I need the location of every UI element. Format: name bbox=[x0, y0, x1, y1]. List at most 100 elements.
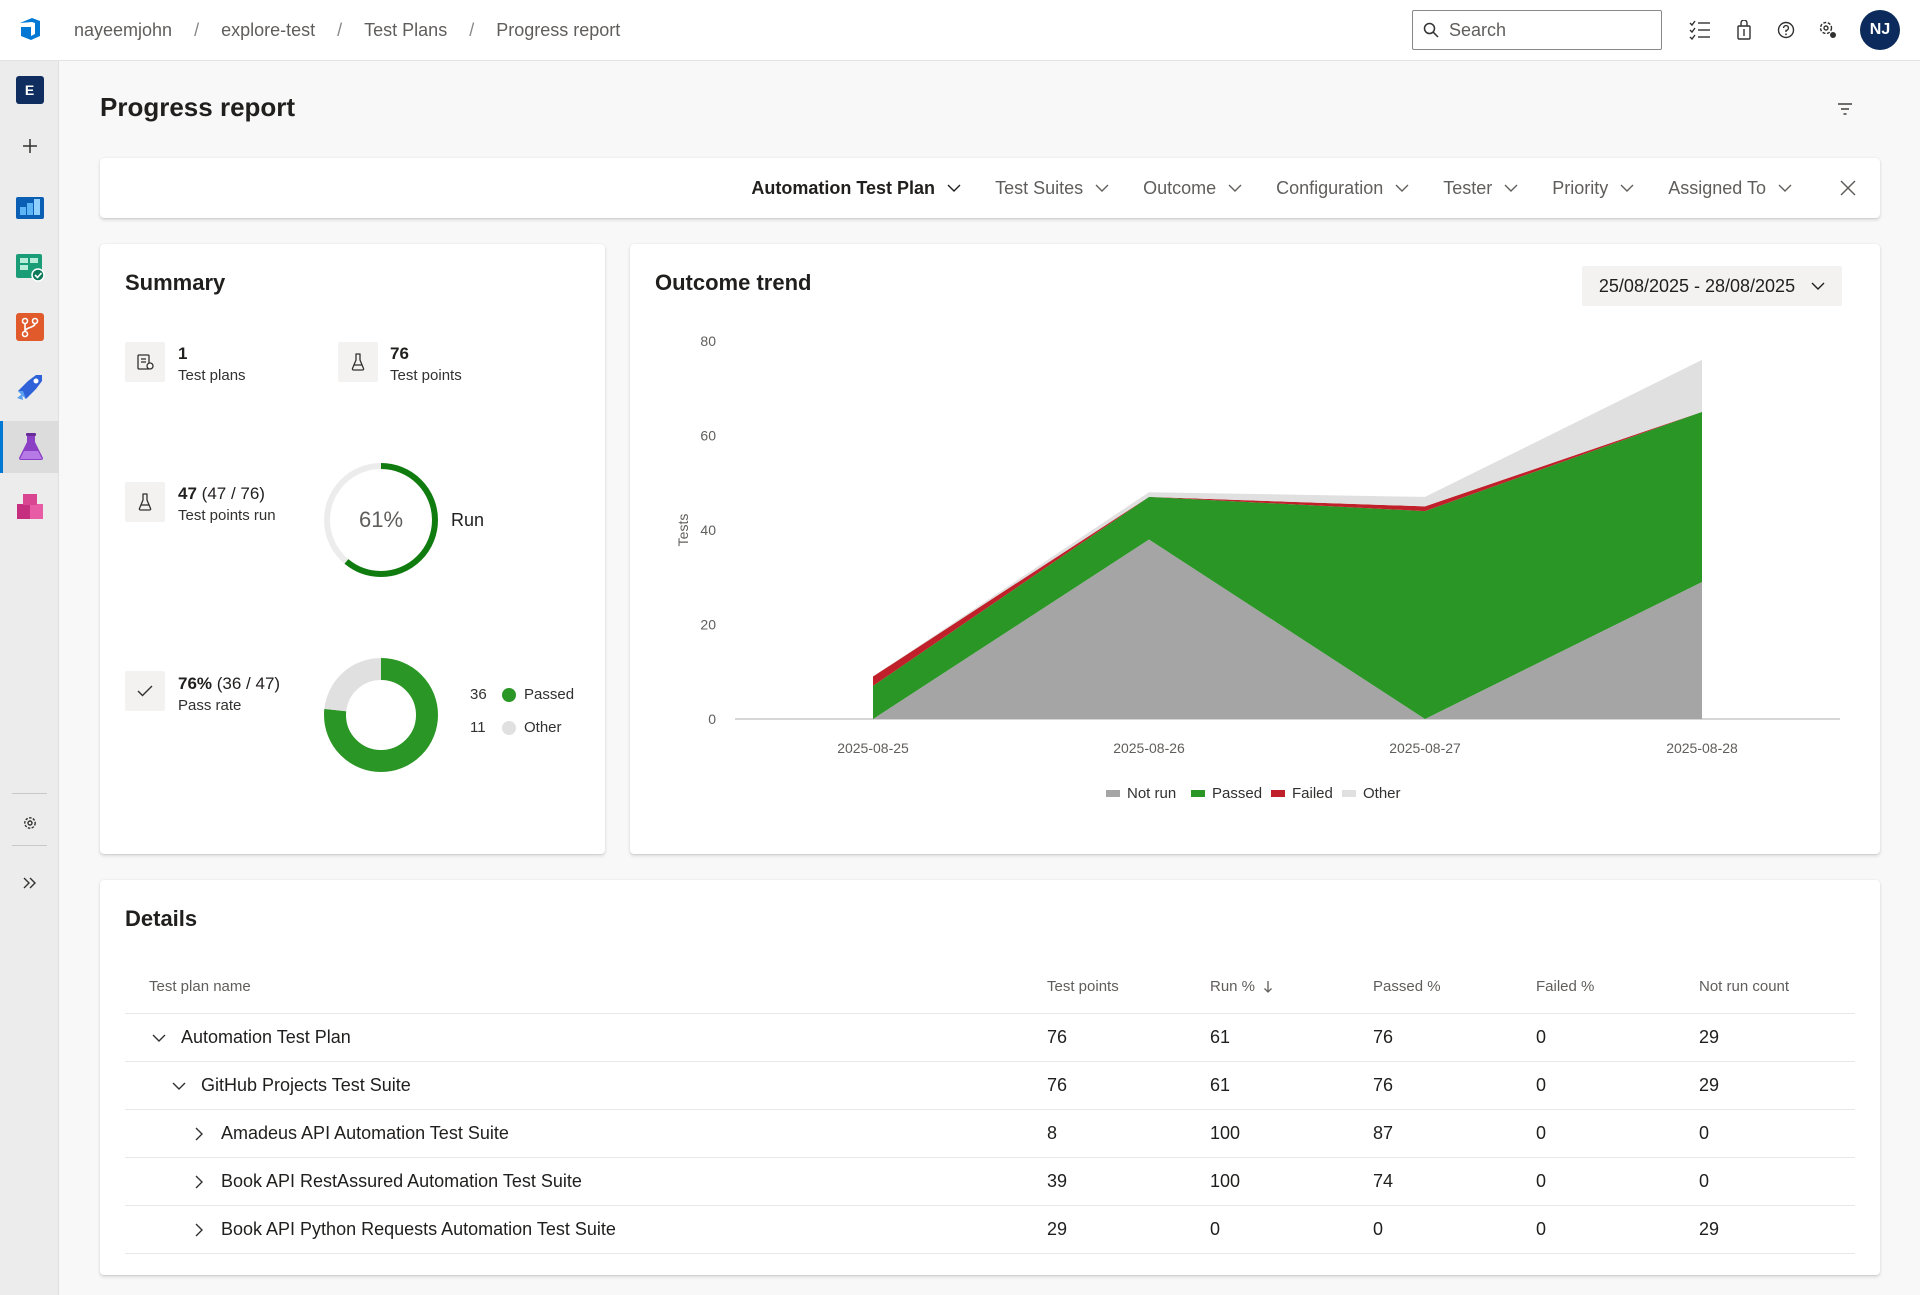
column-header-run-percent[interactable]: Run % bbox=[1210, 960, 1273, 1013]
run-percent-text: 61% bbox=[358, 507, 404, 532]
y-tick-label: 0 bbox=[708, 711, 716, 727]
pipelines-icon[interactable] bbox=[0, 362, 59, 412]
passed-percent-cell: 74 bbox=[1373, 1171, 1394, 1191]
column-header-not-run-count[interactable]: Not run count bbox=[1699, 978, 1790, 995]
filter-bar: Automation Test Plan Test Suites Outcome Co… bbox=[100, 158, 1880, 218]
chevron-down-icon bbox=[947, 184, 961, 192]
y-tick-label: 80 bbox=[700, 333, 716, 349]
filter-label: Test Suites bbox=[995, 177, 1084, 198]
clear-filters-close-icon[interactable] bbox=[1838, 178, 1858, 198]
filter-label: Automation Test Plan bbox=[751, 177, 936, 198]
chevron-right-icon[interactable] bbox=[189, 1220, 209, 1240]
top-bar: nayeemjohn / explore-test / Test Plans /… bbox=[0, 0, 1920, 61]
outcome-trend-card: Outcome trend 25/08/2025 - 28/08/2025 0 2… bbox=[630, 244, 1880, 854]
sort-descending-arrow-icon bbox=[1264, 981, 1272, 993]
breadcrumb-separator: / bbox=[194, 20, 200, 40]
add-icon[interactable] bbox=[0, 121, 59, 171]
passed-dot bbox=[502, 687, 516, 702]
filter-dropdown-2[interactable]: Outcome bbox=[1143, 178, 1242, 199]
repos-icon[interactable] bbox=[0, 302, 59, 352]
filter-label: Tester bbox=[1443, 177, 1493, 198]
legend-swatch bbox=[1271, 790, 1285, 797]
pass-rate-checkmark-icon bbox=[125, 671, 165, 711]
table-row[interactable]: GitHub Projects Test Suite 76 61 76 0 29 bbox=[125, 1062, 1855, 1110]
series-area-not-run bbox=[873, 539, 1702, 719]
marketplace-bag-icon[interactable] bbox=[1731, 17, 1757, 43]
test-plans-icon[interactable] bbox=[0, 421, 59, 473]
not-run-count-cell: 29 bbox=[1699, 1075, 1720, 1095]
pass-rate-label: Pass rate bbox=[178, 697, 242, 714]
table-row[interactable]: Book API RestAssured Automation Test Sui… bbox=[125, 1158, 1855, 1206]
filter-dropdown-0[interactable]: Automation Test Plan bbox=[751, 178, 961, 199]
column-header-passed-percent[interactable]: Passed % bbox=[1373, 978, 1441, 995]
boards-icon[interactable] bbox=[0, 242, 59, 292]
x-tick-label: 2025-08-28 bbox=[1666, 740, 1738, 756]
user-settings-icon[interactable] bbox=[1815, 17, 1841, 43]
passed-percent-cell: 0 bbox=[1373, 1219, 1384, 1239]
chevron-down-icon bbox=[1504, 184, 1518, 192]
outcome-trend-title: Outcome trend bbox=[655, 270, 812, 295]
column-header-test-points[interactable]: Test points bbox=[1047, 978, 1119, 995]
azure-devops-logo-icon[interactable] bbox=[16, 15, 44, 43]
test-points-cell: 76 bbox=[1047, 1075, 1068, 1095]
date-range-dropdown[interactable]: 25/08/2025 - 28/08/2025 bbox=[1582, 266, 1842, 306]
series-area-passed bbox=[873, 411, 1702, 719]
test-points-flask-icon bbox=[338, 342, 378, 382]
filter-dropdown-5[interactable]: Priority bbox=[1552, 178, 1634, 199]
column-header-failed-percent[interactable]: Failed % bbox=[1536, 978, 1595, 995]
not-run-count-cell: 0 bbox=[1699, 1123, 1710, 1143]
breadcrumb-organization[interactable]: nayeemjohn bbox=[74, 20, 173, 40]
expand-rail-chevron-icon[interactable] bbox=[0, 858, 59, 908]
search-input[interactable] bbox=[1449, 19, 1649, 41]
run-percent-cell: 61 bbox=[1210, 1027, 1231, 1047]
breadcrumb-test-plans[interactable]: Test Plans bbox=[364, 20, 448, 40]
pass-rate-donut bbox=[324, 658, 438, 772]
passed-label: Passed bbox=[524, 686, 575, 703]
legend-passed: 36 Passed bbox=[470, 686, 574, 703]
summary-title: Summary bbox=[125, 270, 226, 295]
y-tick-label: 60 bbox=[700, 428, 716, 444]
artifacts-icon[interactable] bbox=[0, 482, 59, 532]
test-points-count: 76 bbox=[390, 344, 409, 363]
filter-icon[interactable] bbox=[1836, 102, 1856, 120]
table-row[interactable]: Amadeus API Automation Test Suite 8 100 87 0… bbox=[125, 1110, 1855, 1158]
chevron-right-icon[interactable] bbox=[189, 1124, 209, 1144]
chevron-down-icon[interactable] bbox=[169, 1076, 189, 1096]
legend-label: Other bbox=[1363, 785, 1401, 802]
left-nav-rail: E bbox=[0, 61, 59, 1295]
chevron-down-icon[interactable] bbox=[149, 1028, 169, 1048]
test-plan-name-cell: Automation Test Plan bbox=[149, 1014, 351, 1061]
breadcrumb-project[interactable]: explore-test bbox=[221, 20, 316, 40]
passed-percent-cell: 76 bbox=[1373, 1027, 1394, 1047]
filter-label: Outcome bbox=[1143, 177, 1217, 198]
test-plan-name-cell: GitHub Projects Test Suite bbox=[169, 1062, 411, 1109]
run-progress-arc bbox=[324, 463, 438, 577]
filter-dropdown-1[interactable]: Test Suites bbox=[995, 178, 1109, 199]
help-icon[interactable] bbox=[1773, 17, 1799, 43]
search-box[interactable] bbox=[1412, 10, 1662, 50]
table-row[interactable]: Automation Test Plan 76 61 76 0 29 bbox=[125, 1014, 1855, 1062]
test-plan-name: Automation Test Plan bbox=[181, 1027, 351, 1047]
user-avatar[interactable]: NJ bbox=[1860, 10, 1900, 50]
x-tick-label: 2025-08-25 bbox=[837, 740, 909, 756]
test-plan-name-cell: Book API RestAssured Automation Test Sui… bbox=[189, 1158, 582, 1205]
work-items-list-icon[interactable] bbox=[1687, 17, 1713, 43]
filter-dropdown-3[interactable]: Configuration bbox=[1276, 178, 1409, 199]
passed-percent-cell: 76 bbox=[1373, 1075, 1394, 1095]
breadcrumb: nayeemjohn / explore-test / Test Plans /… bbox=[74, 0, 620, 61]
column-header-test-plan-name[interactable]: Test plan name bbox=[149, 978, 251, 995]
details-title: Details bbox=[125, 906, 198, 931]
y-axis-title: Tests bbox=[675, 514, 691, 547]
chevron-down-icon bbox=[1620, 184, 1634, 192]
project-settings-gear-icon[interactable] bbox=[0, 798, 59, 848]
chevron-right-icon[interactable] bbox=[189, 1172, 209, 1192]
project-badge[interactable]: E bbox=[0, 65, 59, 115]
failed-percent-cell: 0 bbox=[1536, 1219, 1547, 1239]
filter-dropdown-6[interactable]: Assigned To bbox=[1668, 178, 1792, 199]
overview-icon[interactable] bbox=[0, 182, 59, 232]
breadcrumb-separator: / bbox=[337, 20, 343, 40]
other-count: 11 bbox=[470, 719, 486, 736]
filter-dropdown-4[interactable]: Tester bbox=[1443, 178, 1518, 199]
table-row[interactable]: Book API Python Requests Automation Test… bbox=[125, 1206, 1855, 1254]
breadcrumb-progress-report[interactable]: Progress report bbox=[496, 20, 621, 40]
